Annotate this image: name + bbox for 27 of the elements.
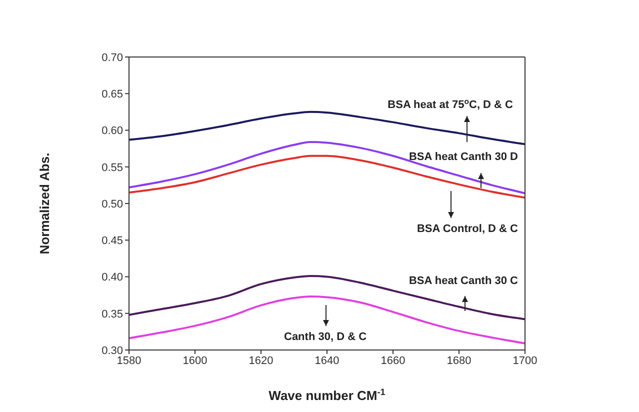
line-series	[129, 140, 525, 194]
text: BSA Control, D & C	[416, 223, 518, 235]
y-tick-label: 0.40	[102, 272, 123, 284]
x-tick-label: 1700	[512, 354, 538, 367]
x-tick-label: 1620	[248, 354, 274, 367]
y-tick-label: 0.35	[102, 308, 123, 320]
y-tick-label: 0.30	[102, 344, 123, 357]
line-series	[129, 275, 525, 320]
y-tick-label: 0.60	[102, 125, 123, 138]
line-series	[129, 296, 525, 344]
series-label: BSA heat Canth 30 C	[408, 275, 518, 287]
x-tick-label: 1680	[446, 354, 472, 367]
y-tick-label: 0.55	[102, 162, 123, 174]
series-label: BSA heat at 75$^{o}$C, D & C	[388, 96, 514, 111]
x-tick-label: 1640	[314, 354, 340, 367]
y-axis-title: Normalized Abs.	[37, 152, 52, 254]
x-tick-label: 1600	[182, 354, 208, 367]
x-axis-title: Wave number CM$^{-1}$	[268, 387, 386, 403]
text: Canth 30, D & C	[284, 331, 367, 343]
x-tick-label: 1580	[116, 354, 142, 367]
y-tick-label: 0.50	[102, 198, 123, 210]
series-label: BSA heat Canth 30 D	[408, 151, 518, 163]
y-tick-label: 0.45	[102, 235, 123, 248]
y-tick-label: 0.70	[102, 52, 123, 64]
line-series	[129, 110, 525, 146]
x-tick-label: 1660	[380, 354, 406, 367]
y-tick-label: 0.65	[102, 88, 123, 101]
